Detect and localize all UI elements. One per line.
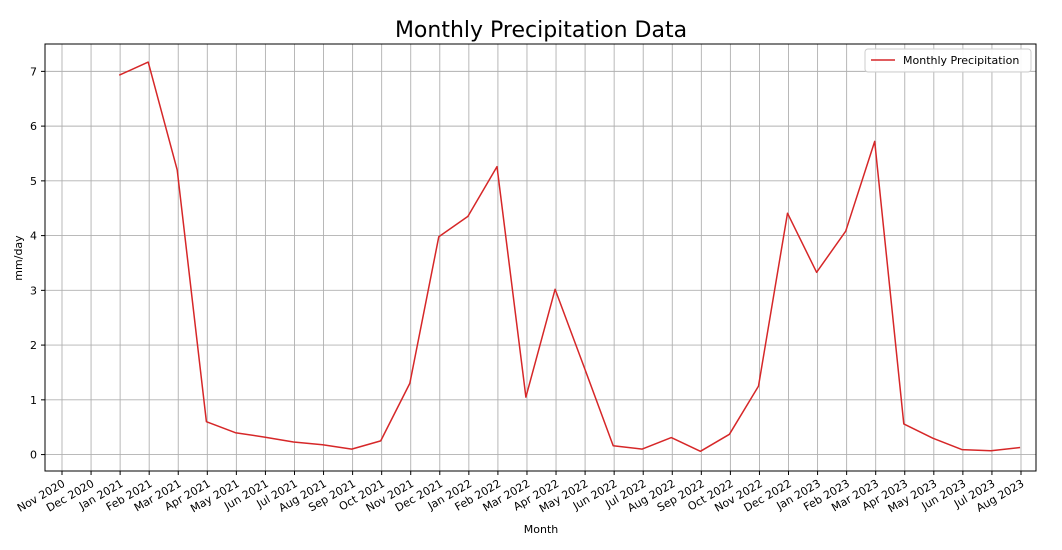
y-tick-label: 6	[30, 120, 37, 133]
y-tick-label: 3	[30, 284, 37, 297]
series-lines	[118, 61, 1021, 453]
y-tick-label: 5	[30, 175, 37, 188]
y-tick-label: 0	[30, 449, 37, 462]
legend-box	[864, 48, 1032, 73]
chart-title: Monthly Precipitation Data	[395, 18, 687, 43]
legend-label: Monthly Precipitation	[903, 54, 1019, 67]
y-tick-label: 4	[30, 230, 37, 243]
x-axis-label: Month	[524, 523, 559, 536]
legend: Monthly Precipitation	[864, 48, 1032, 73]
plot-area-frame	[44, 43, 1037, 472]
y-tick-label: 7	[30, 65, 37, 78]
grid	[45, 44, 1036, 471]
y-tick-label: 1	[30, 394, 37, 407]
y-tick-label: 2	[30, 339, 37, 352]
y-axis-label: mm/day	[12, 235, 25, 281]
series-line-monthly-precipitation	[118, 61, 1021, 453]
